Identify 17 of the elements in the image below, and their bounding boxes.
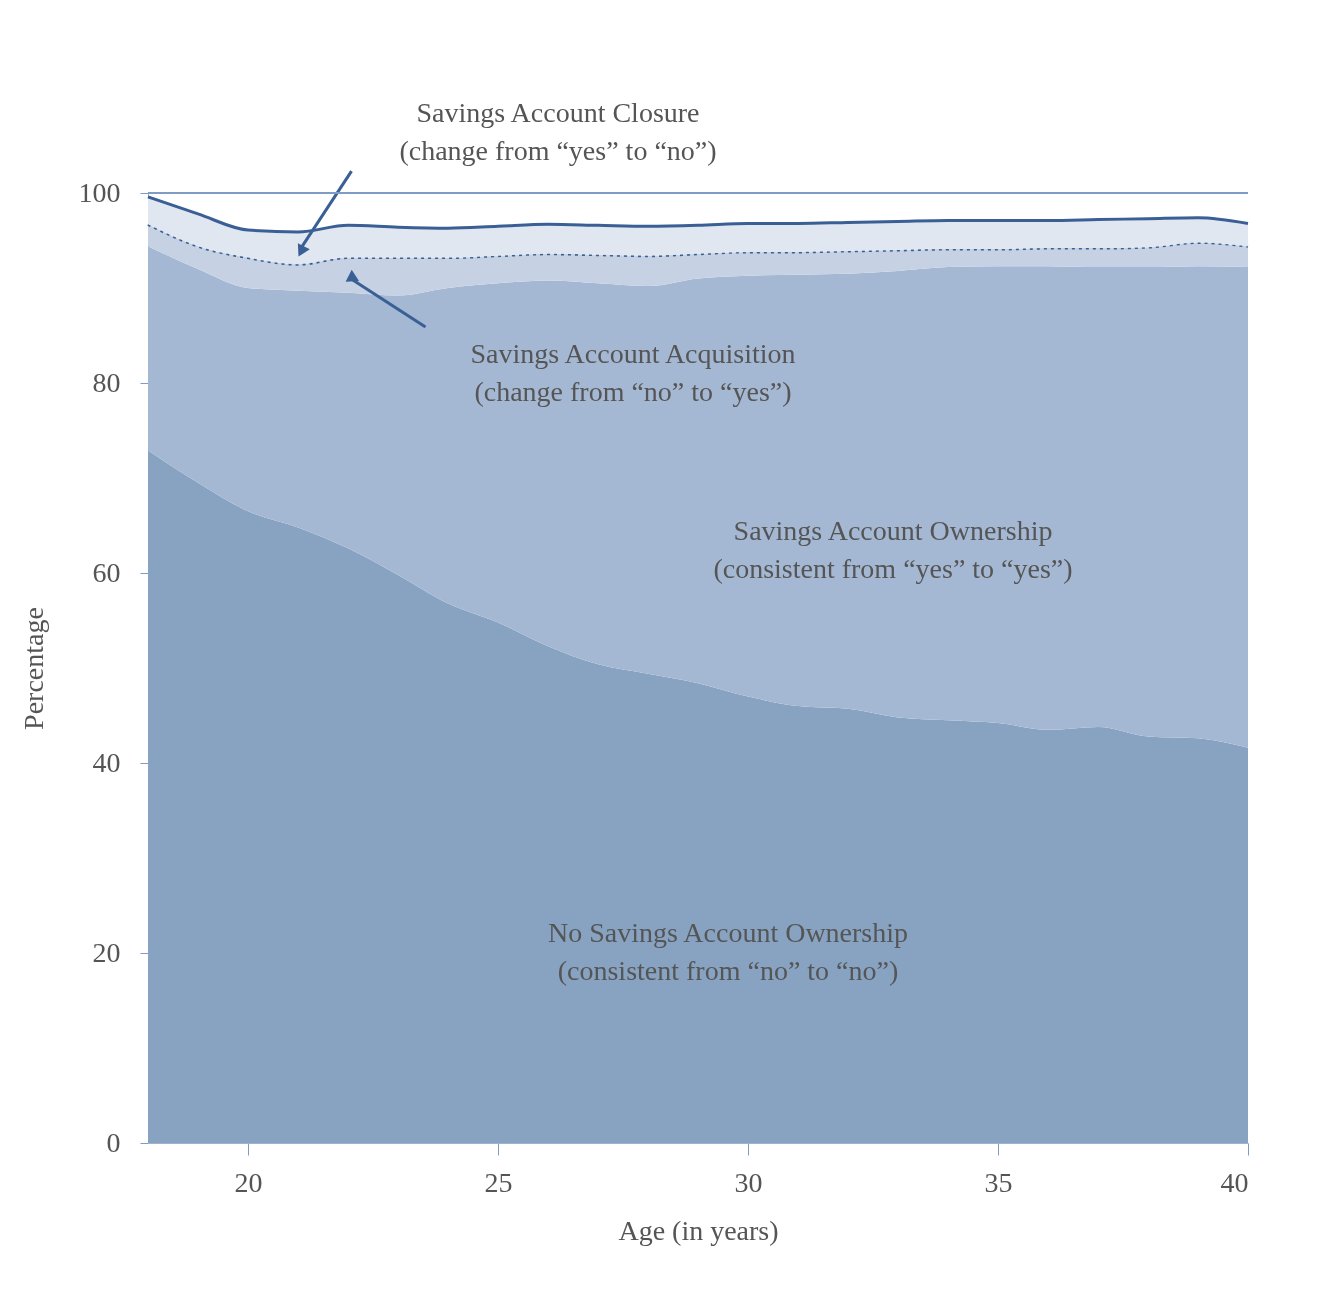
x-axis-title: Age (in years) xyxy=(618,1214,779,1246)
y-tick-label: 0 xyxy=(106,1126,121,1158)
series-label: No Savings Account Ownership (consistent from “no” to “no”) xyxy=(547,917,909,986)
y-tick-label: 80 xyxy=(92,366,121,398)
text: Savings Account Closure (change from “yes” to “no”) xyxy=(399,97,717,167)
y-tick-label: 20 xyxy=(92,936,121,968)
x-tick-label: 40 xyxy=(1220,1166,1249,1198)
y-axis-title: Percentage xyxy=(17,607,49,730)
y-tick-label: 40 xyxy=(92,746,121,778)
series-label: Savings Account Ownership (consistent from “yes” to “yes”) xyxy=(713,515,1073,585)
x-tick-label: 20 xyxy=(234,1166,263,1198)
x-tick-label: 25 xyxy=(484,1166,513,1198)
y-tick-label: 60 xyxy=(92,556,121,588)
series-label: Savings Account Acquisition (change from “no” to “yes”) xyxy=(470,337,796,407)
y-tick-label: 100 xyxy=(78,176,121,208)
x-tick-label: 30 xyxy=(734,1166,763,1198)
x-tick-label: 35 xyxy=(984,1166,1013,1198)
